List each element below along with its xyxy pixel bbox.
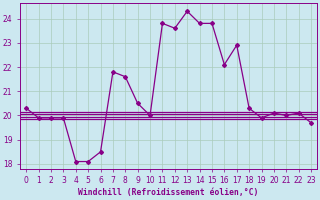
X-axis label: Windchill (Refroidissement éolien,°C): Windchill (Refroidissement éolien,°C): [78, 188, 259, 197]
